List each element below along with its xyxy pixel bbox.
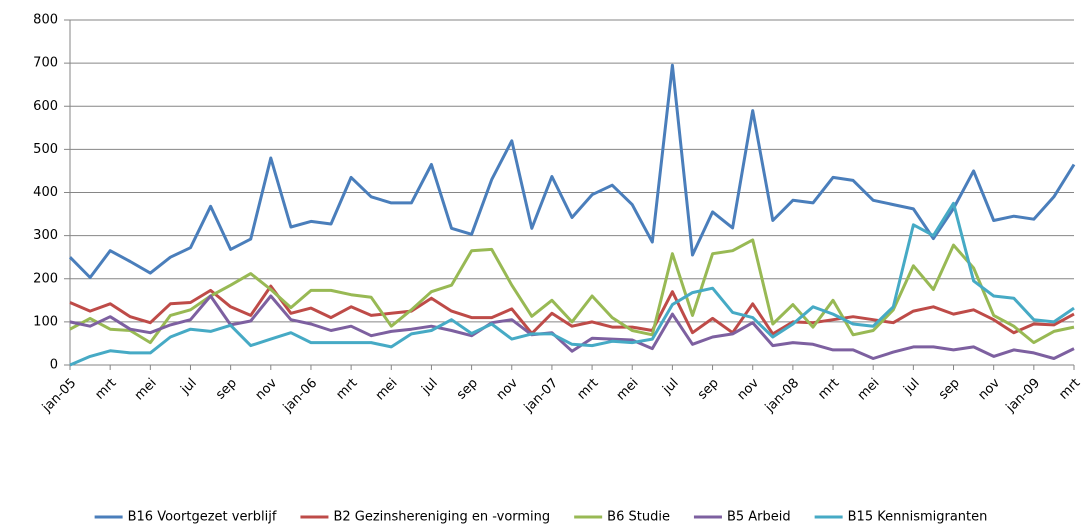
x-tick-label: nov: [494, 375, 522, 403]
x-tick-label: nov: [975, 375, 1003, 403]
x-tick-label: mrt: [333, 376, 360, 403]
series-line: [69, 294, 1075, 360]
x-tick-label: mei: [373, 376, 401, 404]
x-tick-label: nov: [253, 375, 281, 403]
x-tick-label: jul: [178, 376, 200, 398]
x-tick-label: jul: [900, 376, 922, 398]
y-tick-label: 0: [50, 358, 58, 373]
x-tick-label: mrt: [93, 376, 120, 403]
y-tick-label: 500: [33, 142, 58, 157]
x-tick-label: mei: [614, 376, 642, 404]
series-line: [69, 238, 1075, 345]
series-line: [68, 63, 1076, 279]
legend-label: B2 Gezinshereniging en -vorming: [333, 510, 550, 525]
y-tick-label: 100: [33, 314, 58, 329]
x-tick-label: jan-05: [39, 376, 79, 416]
x-tick-label: mrt: [815, 376, 842, 403]
y-tick-label: 200: [33, 271, 58, 286]
x-tick-label: jan-07: [521, 376, 561, 416]
x-tick-label: sep: [695, 376, 722, 403]
x-tick-label: jan-08: [762, 376, 802, 416]
x-tick-label: sep: [454, 376, 481, 403]
legend-label: B16 Voortgezet verblijf: [128, 510, 277, 525]
x-tick-label: mei: [132, 376, 160, 404]
x-tick-label: nov: [735, 375, 763, 403]
legend-label: B5 Arbeid: [727, 510, 791, 525]
y-tick-label: 700: [33, 56, 58, 71]
y-tick-label: 600: [33, 99, 58, 114]
legend: B16 Voortgezet verblijf B2 Gezinsherenigi…: [94, 510, 988, 525]
x-tick-label: sep: [213, 376, 240, 403]
x-tick-label: jan-09: [1003, 376, 1043, 416]
x-tick-label: jan-06: [280, 376, 320, 416]
legend-label: B6 Studie: [607, 510, 670, 525]
y-tick-label: 300: [33, 228, 58, 243]
series-line: [69, 201, 1075, 367]
y-tick-label: 400: [33, 185, 58, 200]
x-tick-label: sep: [936, 376, 963, 403]
x-tick-label: mrt: [1056, 376, 1082, 403]
x-tick-label: mei: [855, 376, 883, 404]
x-tick-label: mrt: [574, 376, 601, 403]
x-tick-label: jul: [418, 376, 440, 398]
legend-label: B15 Kennismigranten: [848, 510, 988, 525]
series-line: [69, 284, 1075, 336]
y-tick-label: 800: [33, 13, 58, 28]
x-tick-label: jul: [659, 376, 681, 398]
